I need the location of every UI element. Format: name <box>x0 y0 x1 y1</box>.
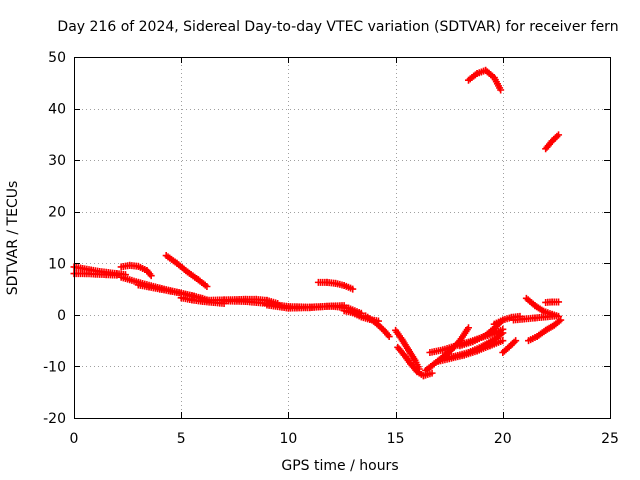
series-arc27 <box>464 66 505 94</box>
y-tick-label: 30 <box>48 153 66 169</box>
data-point <box>557 316 565 324</box>
chart-title: Day 216 of 2024, Sidereal Day-to-day VTE… <box>57 19 618 35</box>
series-arc11 <box>314 278 357 293</box>
data-point <box>113 271 121 279</box>
series-arc5 <box>162 252 211 290</box>
y-tick-labels: -20 -10 0 10 20 30 40 50 <box>43 50 66 427</box>
x-tick-label: 10 <box>279 431 297 447</box>
data-point <box>349 285 357 293</box>
series-arc22 <box>499 337 520 357</box>
plot-frame <box>74 57 611 419</box>
data-point <box>499 329 507 337</box>
y-tick-label: 40 <box>48 102 66 118</box>
series-arc2 <box>70 270 121 279</box>
series-arc25 <box>542 298 563 306</box>
grid-lines <box>74 57 610 418</box>
y-tick-label: 10 <box>48 256 66 272</box>
series-arc3 <box>117 261 155 280</box>
x-tick-label: 15 <box>387 431 405 447</box>
data-point <box>147 272 155 280</box>
data-point <box>512 337 520 345</box>
data-point <box>555 298 563 306</box>
series-arc19 <box>439 329 507 362</box>
y-tick-label: 50 <box>48 50 66 66</box>
y-axis-label: SDTVAR / TECUs <box>5 181 21 296</box>
y-tick-label: -10 <box>43 359 66 375</box>
x-tick-label: 20 <box>494 431 512 447</box>
x-tick-label: 0 <box>70 431 79 447</box>
data-point <box>499 337 507 345</box>
y-tick-label: -20 <box>43 411 66 427</box>
data-point <box>385 333 393 341</box>
series-arc28 <box>542 131 563 153</box>
x-tick-label: 5 <box>177 431 186 447</box>
data-point <box>428 369 436 377</box>
x-axis-label: GPS time / hours <box>281 458 398 474</box>
series-arc26 <box>525 316 565 345</box>
series-arc24 <box>522 294 563 320</box>
axis-ticks <box>74 57 611 419</box>
data-point <box>464 324 472 332</box>
data-points <box>70 66 565 380</box>
y-tick-label: 0 <box>57 308 66 324</box>
x-tick-label: 25 <box>601 431 619 447</box>
data-point <box>555 131 563 139</box>
series-arc14 <box>392 326 423 373</box>
y-tick-label: 20 <box>48 205 66 221</box>
series-arc13 <box>362 312 393 341</box>
series-arc15 <box>394 343 436 380</box>
data-point <box>497 86 505 94</box>
series-arc23 <box>510 312 560 324</box>
x-tick-labels: 0 5 10 15 20 25 <box>70 431 619 447</box>
data-point <box>203 282 211 290</box>
